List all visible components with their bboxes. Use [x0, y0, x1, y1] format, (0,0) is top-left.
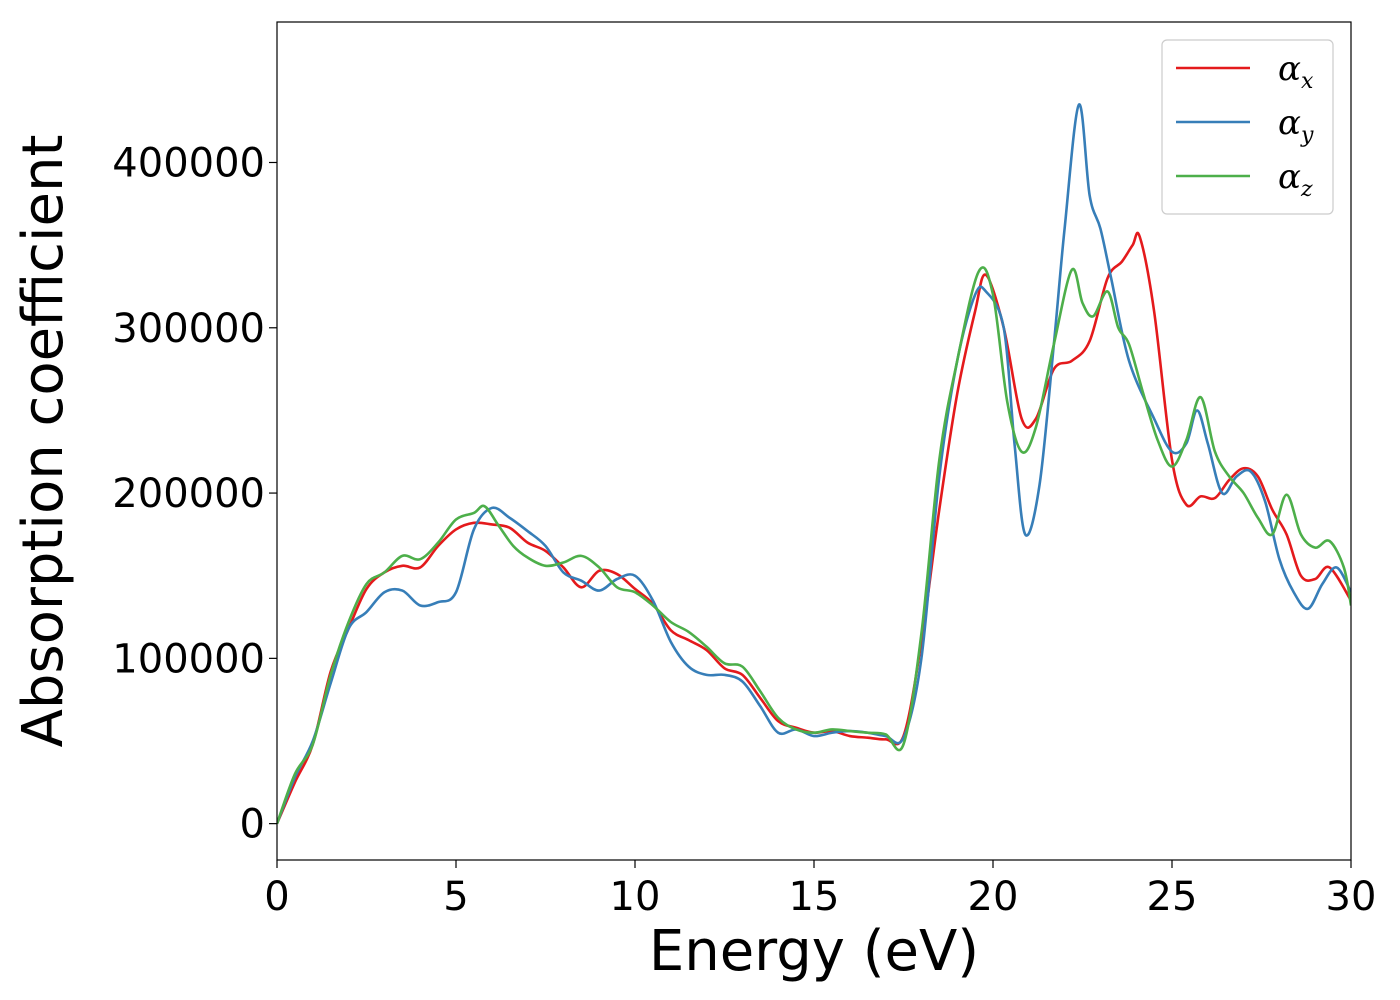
legend-label-y: αy — [1278, 103, 1314, 148]
y-tick-label: 100000 — [112, 636, 265, 682]
y-tick-label: 400000 — [112, 140, 265, 186]
y-tick-label: 200000 — [112, 471, 265, 517]
x-tick-label: 30 — [1326, 874, 1377, 920]
y-axis: 0 100000 200000 300000 400000 — [112, 140, 277, 848]
y-tick-label: 0 — [240, 802, 265, 848]
x-tick-label: 15 — [789, 874, 840, 920]
x-tick-label: 5 — [443, 874, 468, 920]
x-tick-label: 10 — [610, 874, 661, 920]
series-layer — [277, 103, 1351, 825]
series-line-z — [277, 266, 1351, 825]
x-axis: 0 5 10 15 20 25 30 — [264, 860, 1376, 920]
x-tick-label: 0 — [264, 874, 289, 920]
series-line-x — [277, 231, 1351, 825]
x-tick-label: 25 — [1147, 874, 1198, 920]
x-axis-title: Energy (eV) — [649, 919, 979, 984]
legend-label-x: αx — [1278, 49, 1314, 94]
legend-box — [1161, 39, 1334, 215]
y-tick-label: 300000 — [112, 306, 265, 352]
y-axis-title: Absorption coefficient — [11, 135, 76, 748]
x-tick-label: 20 — [968, 874, 1019, 920]
